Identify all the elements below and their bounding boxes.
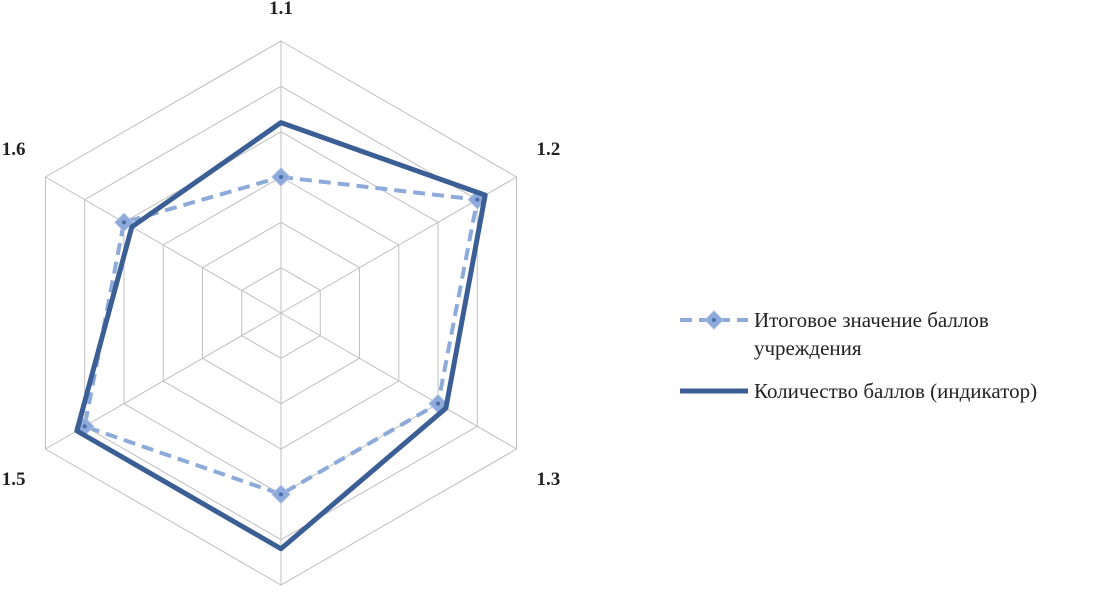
axis-label-1.2: 1.2	[537, 139, 561, 160]
radar-series	[74, 120, 488, 552]
series-1-point-dot-1.3	[436, 401, 441, 406]
axis-labels: 1.1 1.2 1.3 1.4 1.5 1.6	[2, 0, 561, 614]
series-1-point-dot-1.2	[475, 197, 480, 202]
axis-label-1.4: 1.4	[269, 611, 293, 614]
axis-label-1.5: 1.5	[2, 469, 26, 490]
legend-label-2-line-1: Количество баллов (индикатор)	[754, 379, 1037, 403]
series-1-point-dot-1.1	[279, 175, 283, 179]
spoke-1.6	[45, 176, 282, 314]
axis-label-1.6: 1.6	[2, 139, 26, 160]
legend: Итоговое значение баллов учреждения Количе…	[680, 308, 1037, 403]
series-1-point-dot-1.5	[82, 424, 87, 429]
series-1-point-dot-1.6	[121, 220, 126, 225]
series-2-line	[74, 120, 488, 552]
spoke-1.3	[280, 312, 517, 450]
axis-label-1.1: 1.1	[269, 0, 293, 19]
legend-label-1-line-1: Итоговое значение баллов	[754, 308, 989, 332]
legend-label-1-line-2: учреждения	[754, 336, 862, 360]
axis-label-1.3: 1.3	[537, 469, 561, 490]
legend-marker-dot-1	[712, 318, 716, 322]
series-1-point-dot-1.4	[279, 492, 283, 497]
